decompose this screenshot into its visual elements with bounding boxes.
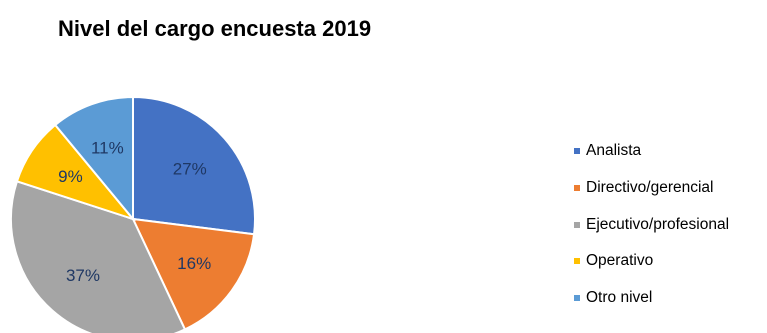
legend-label: Analista	[586, 142, 642, 160]
legend: Analista Directivo/gerencial Ejecutivo/pro…	[574, 133, 729, 316]
legend-item-ejecutivo-profesional: Ejecutivo/profesional	[574, 206, 729, 243]
legend-label: Operativo	[586, 252, 654, 270]
legend-swatch	[574, 258, 580, 265]
legend-label: Ejecutivo/profesional	[586, 215, 730, 233]
legend-swatch	[574, 148, 580, 155]
slice-label-operativo: 9%	[58, 167, 83, 186]
legend-item-operativo: Operativo	[574, 243, 729, 280]
slice-label-analista: 27%	[173, 159, 207, 178]
pie-slice-directivo-gerencial	[131, 217, 256, 331]
slice-label-otro-nivel: 11%	[91, 138, 124, 157]
legend-label: Directivo/gerencial	[586, 179, 714, 197]
pie-slice-ejecutivo-profesional	[10, 180, 187, 333]
slice-label-ejecutivo-profesional: 37%	[66, 266, 100, 285]
pie-slice-analista	[132, 95, 256, 236]
legend-label: Otro nivel	[586, 289, 653, 307]
legend-swatch	[574, 295, 580, 302]
legend-swatch	[574, 221, 580, 228]
legend-swatch	[574, 185, 580, 192]
slice-label-directivo-gerencial: 16%	[177, 254, 211, 273]
legend-item-otro-nivel: Otro nivel	[574, 280, 729, 317]
legend-item-directivo-gerencial: Directivo/gerencial	[574, 170, 729, 207]
legend-item-analista: Analista	[574, 133, 729, 170]
chart-title: Nivel del cargo encuesta 2019	[58, 16, 372, 41]
pie-slice-otro-nivel	[53, 95, 134, 222]
